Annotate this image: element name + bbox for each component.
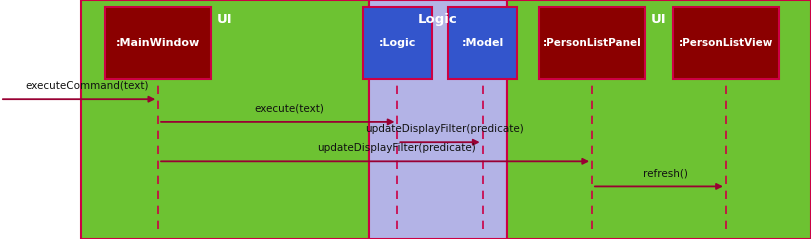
Bar bbox=[448, 7, 517, 79]
Bar bbox=[105, 7, 211, 79]
Text: executeCommand(text): executeCommand(text) bbox=[25, 81, 148, 91]
Text: refresh(): refresh() bbox=[643, 168, 688, 178]
Bar bbox=[673, 7, 779, 79]
Text: :MainWindow: :MainWindow bbox=[116, 38, 200, 48]
Bar bbox=[369, 0, 507, 239]
Bar bbox=[539, 7, 645, 79]
Bar bbox=[363, 7, 431, 79]
Text: Logic: Logic bbox=[418, 13, 458, 26]
Text: updateDisplayFilter(predicate): updateDisplayFilter(predicate) bbox=[365, 124, 524, 134]
Text: updateDisplayFilter(predicate): updateDisplayFilter(predicate) bbox=[317, 143, 476, 153]
Text: :Model: :Model bbox=[461, 38, 504, 48]
Text: :Logic: :Logic bbox=[379, 38, 416, 48]
Bar bbox=[507, 0, 811, 239]
Text: UI: UI bbox=[651, 13, 667, 26]
Text: UI: UI bbox=[217, 13, 233, 26]
Text: :PersonListPanel: :PersonListPanel bbox=[543, 38, 642, 48]
Text: :PersonListView: :PersonListView bbox=[679, 38, 773, 48]
Text: execute(text): execute(text) bbox=[255, 103, 324, 114]
Bar bbox=[81, 0, 369, 239]
